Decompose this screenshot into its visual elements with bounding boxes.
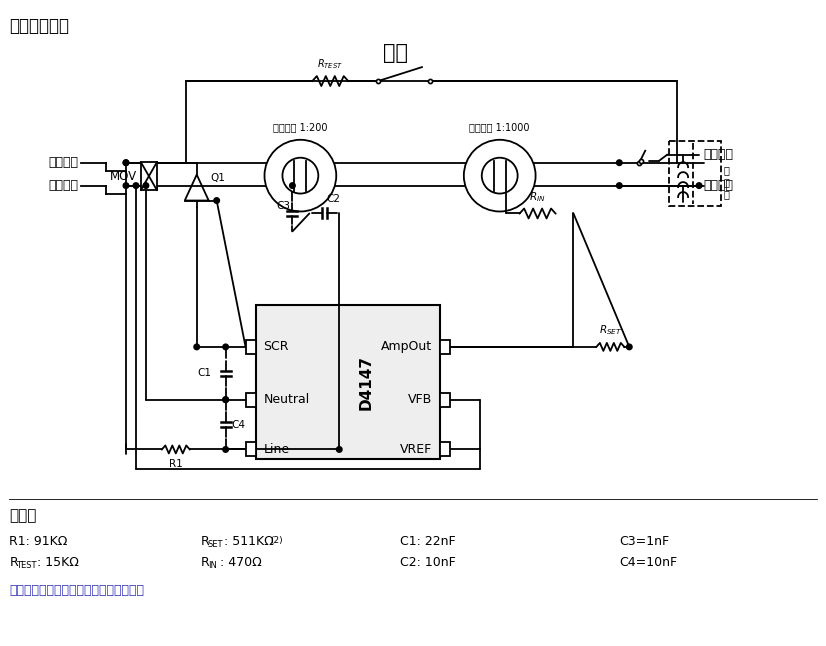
Text: R: R — [9, 556, 18, 570]
Circle shape — [282, 158, 318, 194]
Text: VFB: VFB — [408, 393, 432, 406]
Text: R: R — [201, 556, 210, 570]
Text: 器件值取决于感应线圈的特性以及应用。: 器件值取决于感应线圈的特性以及应用。 — [9, 585, 145, 598]
Text: Q1: Q1 — [211, 172, 225, 183]
Text: (2): (2) — [270, 536, 283, 545]
Circle shape — [143, 183, 149, 189]
Text: 交流零线: 交流零线 — [48, 179, 78, 192]
Circle shape — [223, 397, 229, 402]
Text: SCR: SCR — [263, 340, 289, 353]
Text: $R_{SET}$: $R_{SET}$ — [599, 323, 622, 337]
Text: VREF: VREF — [400, 443, 432, 456]
Text: $R_{IN}$: $R_{IN}$ — [529, 190, 546, 203]
Text: Line: Line — [263, 443, 290, 456]
Text: 测试: 测试 — [382, 43, 407, 63]
Bar — [245, 443, 255, 457]
Text: 零线负载: 零线负载 — [703, 179, 733, 192]
Text: 零线线圈 1:200: 零线线圈 1:200 — [273, 122, 328, 132]
Circle shape — [223, 344, 229, 349]
Circle shape — [223, 446, 229, 452]
Text: 典型值: 典型值 — [9, 508, 36, 523]
Circle shape — [290, 183, 295, 189]
Text: AmpOut: AmpOut — [381, 340, 432, 353]
Text: : 15KΩ: : 15KΩ — [37, 556, 79, 570]
Circle shape — [616, 160, 622, 165]
Circle shape — [123, 183, 129, 189]
Text: C4: C4 — [231, 419, 245, 430]
Bar — [440, 443, 450, 457]
Bar — [245, 340, 255, 354]
Text: : 511KΩ: : 511KΩ — [224, 534, 273, 548]
Circle shape — [464, 140, 535, 211]
Text: 交流火线: 交流火线 — [48, 156, 78, 169]
Text: SET: SET — [207, 539, 223, 548]
Text: 应用线路图：: 应用线路图： — [9, 17, 69, 36]
Text: C1: 22nF: C1: 22nF — [400, 534, 456, 548]
Text: IN: IN — [207, 561, 216, 570]
Circle shape — [123, 160, 129, 165]
Text: 断
路
器: 断 路 器 — [724, 165, 730, 199]
Circle shape — [133, 183, 139, 189]
Bar — [440, 340, 450, 354]
Circle shape — [616, 183, 622, 189]
Circle shape — [696, 183, 702, 189]
Text: Neutral: Neutral — [263, 393, 310, 406]
Text: D4147: D4147 — [358, 355, 373, 410]
Text: C4=10nF: C4=10nF — [620, 556, 677, 570]
Circle shape — [482, 158, 518, 194]
Text: C2: C2 — [326, 194, 340, 203]
Bar — [255, 305, 440, 459]
Text: R1: 91KΩ: R1: 91KΩ — [9, 534, 68, 548]
Text: C3=1nF: C3=1nF — [620, 534, 669, 548]
Text: TEST: TEST — [17, 561, 37, 570]
Text: C3: C3 — [277, 202, 291, 211]
Circle shape — [123, 160, 129, 165]
Text: C2: 10nF: C2: 10nF — [400, 556, 456, 570]
Text: 火线负载: 火线负载 — [703, 148, 733, 162]
Text: R: R — [201, 534, 210, 548]
Circle shape — [264, 140, 336, 211]
Circle shape — [626, 344, 632, 349]
Bar — [440, 393, 450, 406]
Circle shape — [214, 198, 220, 203]
Text: C1: C1 — [197, 368, 211, 379]
Circle shape — [336, 446, 342, 452]
Circle shape — [223, 397, 229, 402]
Bar — [245, 393, 255, 406]
Text: R1: R1 — [169, 459, 183, 470]
Text: 感应线圈 1:1000: 感应线圈 1:1000 — [469, 122, 530, 132]
Bar — [669, 141, 721, 205]
Circle shape — [194, 344, 200, 349]
Text: MOV: MOV — [110, 170, 137, 183]
Bar — [141, 162, 157, 190]
Text: $R_{TEST}$: $R_{TEST}$ — [317, 57, 344, 71]
Text: : 470Ω: : 470Ω — [220, 556, 261, 570]
